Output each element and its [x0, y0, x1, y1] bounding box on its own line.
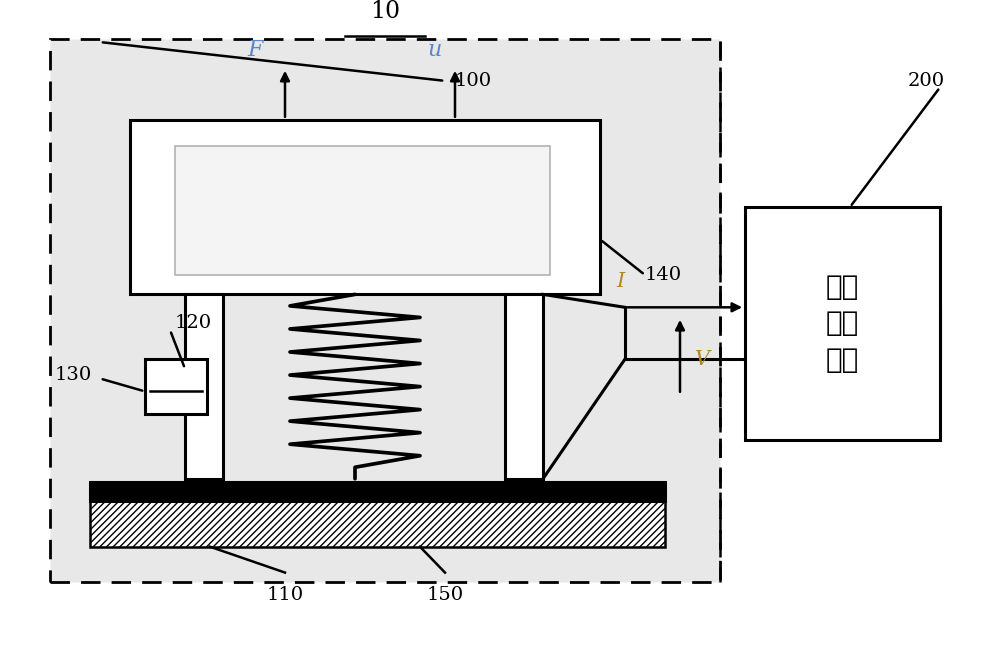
Bar: [185, 294, 223, 479]
Bar: [90, 482, 665, 501]
Text: 110: 110: [266, 586, 304, 604]
Bar: [90, 501, 665, 547]
Bar: [145, 359, 207, 414]
Text: 200: 200: [908, 72, 945, 90]
Bar: [130, 120, 600, 294]
Text: 能量
管理
电路: 能量 管理 电路: [826, 272, 859, 375]
Text: u: u: [428, 39, 442, 61]
Text: 10: 10: [370, 0, 400, 23]
Bar: [745, 207, 940, 440]
Text: 130: 130: [55, 366, 92, 384]
Bar: [50, 39, 720, 582]
Text: V: V: [695, 349, 710, 369]
Text: 140: 140: [645, 266, 682, 284]
Text: F: F: [247, 39, 263, 61]
Text: 150: 150: [426, 586, 464, 604]
Bar: [505, 294, 543, 479]
Text: 120: 120: [175, 314, 212, 333]
Bar: [175, 146, 550, 275]
Text: I: I: [617, 272, 625, 291]
Text: 100: 100: [455, 72, 492, 90]
